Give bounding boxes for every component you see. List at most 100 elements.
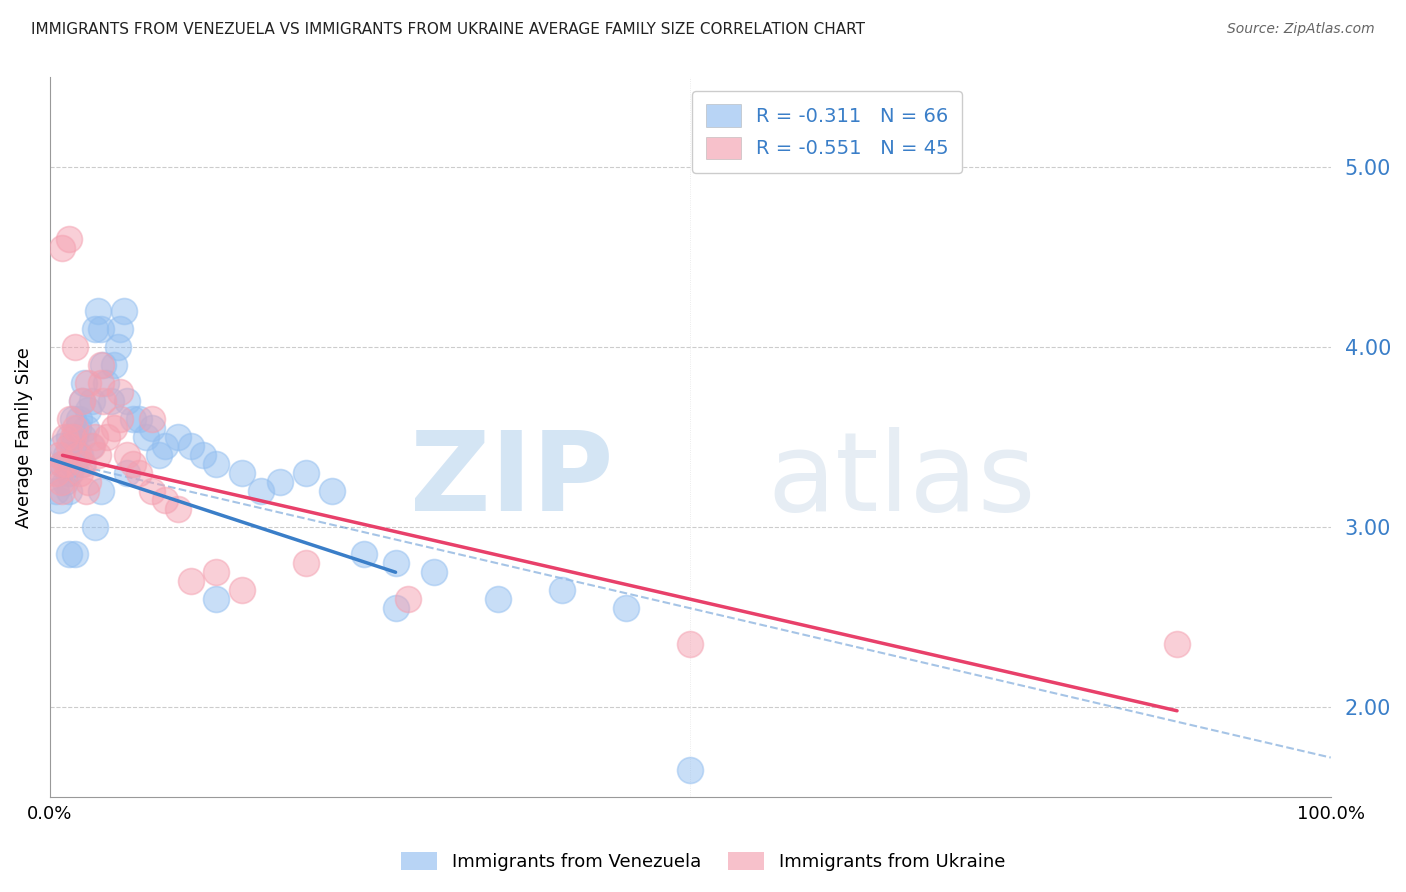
Point (231, 583, 253, 598)
Point (115, 394, 138, 409)
Point (63, 457, 86, 471)
Point (58, 430, 80, 444)
Point (51, 457, 73, 471)
Point (75, 421, 97, 435)
Text: Source: ZipAtlas.com: Source: ZipAtlas.com (1227, 22, 1375, 37)
Point (231, 467, 253, 481)
Point (486, 592, 509, 607)
Point (94, 376, 117, 391)
Point (69, 467, 91, 481)
Point (353, 547, 375, 561)
Point (384, 601, 406, 615)
Point (551, 583, 574, 598)
Point (141, 421, 163, 435)
Point (58, 232, 80, 246)
Point (51, 484, 73, 499)
Point (108, 322, 131, 336)
Point (108, 412, 131, 426)
Point (93, 359, 115, 373)
Point (90, 484, 112, 499)
Point (58, 547, 80, 561)
Point (80, 439, 103, 453)
Point (67, 412, 90, 426)
Point (295, 556, 318, 570)
Point (205, 592, 228, 607)
Legend: R = -0.311   N = 66, R = -0.551   N = 45: R = -0.311 N = 66, R = -0.551 N = 45 (692, 91, 962, 173)
Point (77, 475, 100, 490)
Point (55, 457, 77, 471)
Point (96, 430, 118, 444)
Point (53, 430, 76, 444)
Point (83, 430, 105, 444)
Point (148, 448, 170, 462)
Point (153, 439, 176, 453)
Point (77, 403, 100, 417)
Point (58, 484, 80, 499)
Point (250, 484, 273, 499)
Point (69, 448, 91, 462)
Point (48, 493, 70, 508)
Point (72, 430, 94, 444)
Point (83, 322, 105, 336)
Point (70, 394, 93, 409)
Point (107, 340, 129, 354)
Point (108, 385, 131, 400)
Point (103, 421, 125, 435)
Point (93, 394, 115, 409)
Point (679, 637, 702, 651)
Point (79, 439, 101, 453)
Point (141, 412, 163, 426)
Point (55, 448, 77, 462)
Point (180, 574, 202, 589)
Point (66, 448, 89, 462)
Text: atlas: atlas (768, 427, 1036, 534)
Point (679, 763, 702, 777)
Point (100, 394, 122, 409)
Point (90, 322, 112, 336)
Point (166, 502, 188, 516)
Point (45, 467, 67, 481)
Point (58, 439, 80, 453)
Point (180, 439, 202, 453)
Point (49, 467, 72, 481)
Point (384, 556, 406, 570)
Point (112, 304, 135, 318)
Point (115, 467, 138, 481)
Point (141, 484, 163, 499)
Point (295, 467, 318, 481)
Point (87, 304, 110, 318)
Point (59, 467, 82, 481)
Point (1166, 637, 1188, 651)
Point (80, 394, 103, 409)
Point (77, 376, 100, 391)
Text: IMMIGRANTS FROM VENEZUELA VS IMMIGRANTS FROM UKRAINE AVERAGE FAMILY SIZE CORRELA: IMMIGRANTS FROM VENEZUELA VS IMMIGRANTS … (31, 22, 865, 37)
Point (423, 566, 446, 580)
Point (62, 439, 84, 453)
Point (65, 421, 87, 435)
Point (70, 394, 93, 409)
Point (72, 457, 94, 471)
Point (62, 412, 84, 426)
Point (205, 566, 228, 580)
Text: ZIP: ZIP (411, 427, 613, 534)
Point (56, 467, 79, 481)
Point (75, 484, 97, 499)
Point (103, 359, 125, 373)
Point (122, 412, 145, 426)
Point (66, 421, 89, 435)
Point (90, 376, 112, 391)
Point (73, 376, 96, 391)
Point (65, 430, 87, 444)
Point (166, 430, 188, 444)
Point (70, 457, 93, 471)
Point (614, 601, 637, 615)
Point (321, 484, 343, 499)
Point (205, 457, 228, 471)
Point (135, 430, 157, 444)
Point (65, 547, 87, 561)
Point (153, 493, 176, 508)
Point (65, 340, 87, 354)
Point (59, 412, 82, 426)
Point (396, 592, 419, 607)
Point (193, 448, 215, 462)
